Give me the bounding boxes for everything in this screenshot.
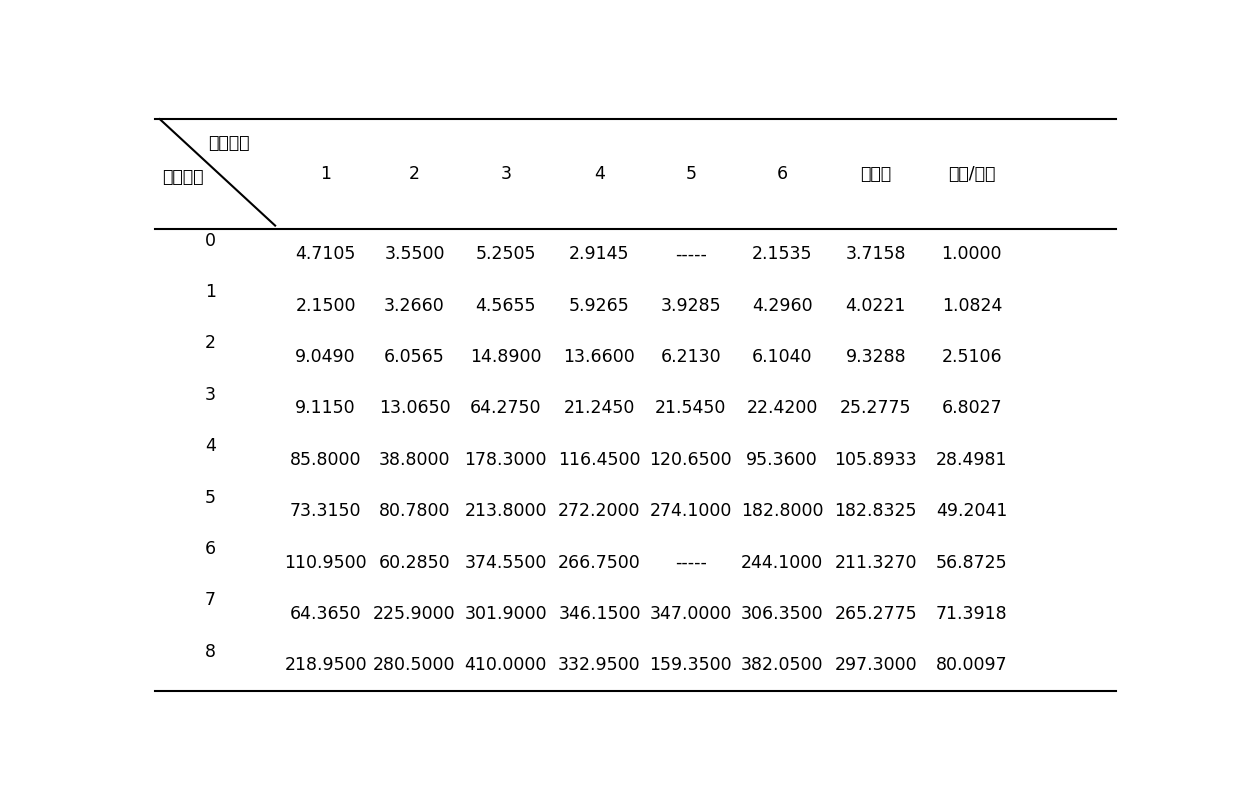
Text: 218.9500: 218.9500 (284, 656, 367, 674)
Text: 266.7500: 266.7500 (558, 554, 641, 571)
Text: 73.3150: 73.3150 (290, 502, 361, 520)
Text: 105.8933: 105.8933 (835, 451, 918, 468)
Text: 374.5500: 374.5500 (465, 554, 547, 571)
Text: 6: 6 (205, 540, 216, 558)
Text: 6.8027: 6.8027 (941, 400, 1002, 417)
Text: 1.0000: 1.0000 (941, 246, 1002, 263)
Text: 182.8000: 182.8000 (740, 502, 823, 520)
Text: 265.2775: 265.2775 (835, 605, 918, 623)
Text: 2.1535: 2.1535 (751, 246, 812, 263)
Text: 346.1500: 346.1500 (558, 605, 641, 623)
Text: 116.4500: 116.4500 (558, 451, 641, 468)
Text: 85.8000: 85.8000 (290, 451, 361, 468)
Text: 9.3288: 9.3288 (846, 348, 906, 366)
Text: 5: 5 (686, 165, 696, 182)
Text: 80.0097: 80.0097 (936, 656, 1008, 674)
Text: 213.8000: 213.8000 (465, 502, 547, 520)
Text: 9.1150: 9.1150 (295, 400, 356, 417)
Text: 28.4981: 28.4981 (936, 451, 1008, 468)
Text: 2: 2 (205, 334, 216, 352)
Text: 13.6600: 13.6600 (564, 348, 635, 366)
Text: 110.9500: 110.9500 (284, 554, 367, 571)
Text: 5.2505: 5.2505 (475, 246, 536, 263)
Text: 3: 3 (205, 386, 216, 404)
Text: 297.3000: 297.3000 (835, 656, 918, 674)
Text: -----: ----- (675, 554, 707, 571)
Text: 306.3500: 306.3500 (740, 605, 823, 623)
Text: 7: 7 (205, 591, 216, 609)
Text: 225.9000: 225.9000 (373, 605, 456, 623)
Text: 332.9500: 332.9500 (558, 656, 641, 674)
Text: 95.3600: 95.3600 (746, 451, 818, 468)
Text: 4: 4 (594, 165, 605, 182)
Text: 给铁周数: 给铁周数 (161, 167, 203, 186)
Text: 274.1000: 274.1000 (650, 502, 732, 520)
Text: 178.3000: 178.3000 (465, 451, 547, 468)
Text: 211.3270: 211.3270 (835, 554, 918, 571)
Text: 4: 4 (205, 437, 216, 455)
Text: 2: 2 (409, 165, 420, 182)
Text: 21.2450: 21.2450 (564, 400, 635, 417)
Text: 4.5655: 4.5655 (475, 297, 536, 314)
Text: 49.2041: 49.2041 (936, 502, 1008, 520)
Text: 给铁/空白: 给铁/空白 (949, 165, 996, 182)
Text: 2.1500: 2.1500 (295, 297, 356, 314)
Text: 4.7105: 4.7105 (295, 246, 356, 263)
Text: 3.9285: 3.9285 (661, 297, 722, 314)
Text: 6.1040: 6.1040 (751, 348, 812, 366)
Text: 13.0650: 13.0650 (378, 400, 450, 417)
Text: 382.0500: 382.0500 (740, 656, 823, 674)
Text: 272.2000: 272.2000 (558, 502, 641, 520)
Text: 平均值: 平均值 (861, 165, 892, 182)
Text: 301.9000: 301.9000 (465, 605, 547, 623)
Text: 4.0221: 4.0221 (846, 297, 906, 314)
Text: 64.2750: 64.2750 (470, 400, 542, 417)
Text: 14.8900: 14.8900 (470, 348, 542, 366)
Text: 56.8725: 56.8725 (936, 554, 1008, 571)
Text: 5: 5 (205, 488, 216, 506)
Text: 25.2775: 25.2775 (839, 400, 911, 417)
Text: 244.1000: 244.1000 (742, 554, 823, 571)
Text: 6.2130: 6.2130 (661, 348, 722, 366)
Text: 3.7158: 3.7158 (846, 246, 906, 263)
Text: 5.9265: 5.9265 (569, 297, 630, 314)
Text: 3: 3 (500, 165, 511, 182)
Text: 9.0490: 9.0490 (295, 348, 356, 366)
Text: 80.7800: 80.7800 (378, 502, 450, 520)
Text: 8: 8 (205, 642, 216, 660)
Text: 280.5000: 280.5000 (373, 656, 456, 674)
Text: 159.3500: 159.3500 (650, 656, 732, 674)
Text: 22.4200: 22.4200 (746, 400, 817, 417)
Text: 64.3650: 64.3650 (290, 605, 361, 623)
Text: 6.0565: 6.0565 (384, 348, 445, 366)
Text: 2.9145: 2.9145 (569, 246, 630, 263)
Text: 6: 6 (776, 165, 787, 182)
Text: 0: 0 (205, 231, 216, 250)
Text: -----: ----- (675, 246, 707, 263)
Text: 71.3918: 71.3918 (936, 605, 1008, 623)
Text: 1: 1 (205, 283, 216, 301)
Text: 347.0000: 347.0000 (650, 605, 732, 623)
Text: 1: 1 (320, 165, 331, 182)
Text: 1.0824: 1.0824 (941, 297, 1002, 314)
Text: 120.6500: 120.6500 (650, 451, 732, 468)
Text: 60.2850: 60.2850 (378, 554, 450, 571)
Text: 4.2960: 4.2960 (751, 297, 812, 314)
Text: 2.5106: 2.5106 (941, 348, 1002, 366)
Text: 21.5450: 21.5450 (655, 400, 727, 417)
Text: 小鼠编号: 小鼠编号 (208, 134, 249, 152)
Text: 3.5500: 3.5500 (384, 246, 445, 263)
Text: 182.8325: 182.8325 (835, 502, 918, 520)
Text: 38.8000: 38.8000 (378, 451, 450, 468)
Text: 3.2660: 3.2660 (384, 297, 445, 314)
Text: 410.0000: 410.0000 (465, 656, 547, 674)
